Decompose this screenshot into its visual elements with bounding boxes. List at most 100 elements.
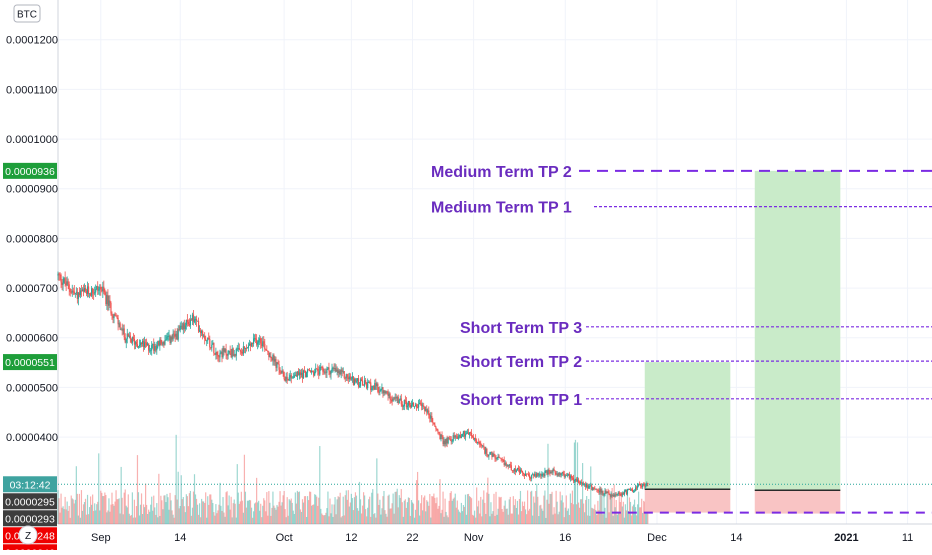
volume-bar: [610, 491, 612, 524]
volume-bar: [458, 511, 460, 524]
candle-body: [444, 440, 446, 445]
candle-body: [356, 378, 359, 381]
volume-bar: [442, 491, 444, 524]
volume-bar: [464, 494, 467, 524]
candle-body: [77, 292, 79, 299]
candle-body: [553, 469, 555, 471]
candle-body: [361, 380, 364, 385]
candle-body: [340, 369, 342, 375]
candle-body: [603, 494, 605, 496]
volume-bar: [419, 515, 421, 524]
volume-bar: [134, 517, 137, 524]
candle-body: [395, 397, 397, 399]
candle-body: [409, 405, 412, 408]
candle-body: [240, 351, 242, 353]
candle-body: [431, 415, 433, 423]
volume-bar: [75, 466, 77, 524]
candle-body: [281, 370, 283, 374]
candle-body: [495, 458, 497, 460]
candle-body: [69, 289, 71, 292]
volume-bar: [502, 511, 504, 524]
volume-bar: [576, 442, 579, 524]
candle-body: [343, 371, 345, 378]
volume-bar: [441, 509, 443, 524]
volume-bar: [568, 514, 570, 524]
candle-body: [113, 314, 115, 319]
candle-body: [212, 342, 214, 345]
volume-bar: [405, 507, 407, 524]
volume-bar: [567, 508, 569, 524]
volume-bar: [529, 508, 531, 524]
volume-bar: [571, 490, 574, 524]
candle-body: [256, 339, 258, 345]
candle-body: [552, 469, 554, 473]
volume-bar: [481, 516, 483, 524]
candle-body: [193, 319, 196, 322]
volume-bar: [456, 500, 458, 524]
candle-body: [138, 345, 141, 347]
volume-bar: [82, 504, 85, 524]
volume-bar: [501, 509, 503, 524]
volume-bar: [540, 504, 542, 524]
candle-body: [261, 343, 263, 347]
volume-bar: [174, 495, 176, 524]
candle-body: [569, 475, 571, 479]
volume-bar: [465, 514, 468, 524]
candle-body: [181, 325, 183, 330]
candle-body: [530, 478, 532, 479]
volume-bar: [525, 514, 528, 524]
volume-bar: [184, 512, 186, 524]
candle-body: [433, 422, 435, 425]
candle-body: [341, 369, 343, 372]
candle-body: [94, 292, 96, 294]
candle-body: [92, 288, 94, 293]
candle-body: [517, 467, 520, 470]
volume-bar: [162, 509, 164, 524]
volume-bar: [559, 491, 561, 524]
candle-body: [99, 286, 101, 290]
volume-bar: [242, 512, 244, 524]
volume-bar: [436, 497, 438, 524]
candle-body: [59, 274, 61, 276]
symbol-tag[interactable]: BTC: [13, 4, 41, 23]
volume-bar: [266, 492, 268, 524]
volume-bar: [439, 479, 441, 524]
candle-body: [232, 348, 234, 356]
volume-bar: [132, 517, 134, 524]
volume-bar: [350, 493, 352, 524]
candle-body: [104, 292, 106, 295]
candle-body: [450, 439, 452, 442]
candle-body: [57, 273, 59, 276]
timezone-button[interactable]: Z: [18, 525, 38, 545]
candle-body: [467, 432, 470, 435]
candle-body: [354, 379, 357, 382]
candle-body: [216, 351, 218, 356]
volume-bar: [59, 512, 61, 524]
price-axis[interactable]: 0.0001200 0.0001100 0.0001000 0.0000900 0.00…: [6, 35, 58, 444]
time-axis[interactable]: Sep 14 Oct 12 22 Nov 16 Dec 14 2021 11: [91, 532, 913, 544]
volume-bar: [186, 496, 188, 524]
volume-bar: [400, 489, 402, 524]
candle-body: [544, 470, 546, 477]
time-tick-label: 11: [902, 532, 913, 544]
candle-body: [559, 472, 561, 476]
candle-body: [64, 278, 66, 284]
volume-bar: [101, 492, 103, 524]
price-tick-label: 0.0000400: [6, 432, 58, 444]
volume-bar: [492, 511, 494, 524]
candle-body: [233, 354, 235, 356]
candle-body: [273, 355, 275, 362]
candle-body: [164, 340, 166, 345]
volume-bar: [491, 513, 493, 524]
candle-body: [300, 372, 303, 375]
candle-body: [132, 337, 134, 339]
volume-bar: [454, 493, 456, 524]
candle-body: [81, 289, 84, 292]
volume-bar: [277, 506, 279, 524]
volume-bar: [380, 514, 382, 524]
candle-body: [122, 328, 124, 331]
candle-body: [418, 404, 420, 408]
candle-body: [381, 387, 383, 390]
